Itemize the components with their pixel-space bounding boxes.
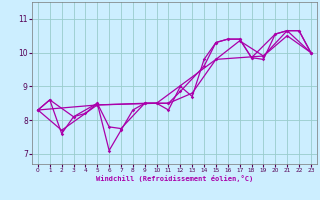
X-axis label: Windchill (Refroidissement éolien,°C): Windchill (Refroidissement éolien,°C) — [96, 175, 253, 182]
